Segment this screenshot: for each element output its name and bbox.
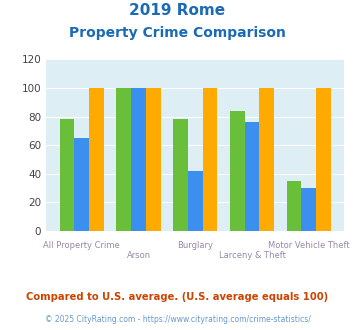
Bar xyxy=(245,122,260,231)
Bar xyxy=(301,188,316,231)
Legend: Rome, New York, National: Rome, New York, National xyxy=(50,326,340,330)
Bar xyxy=(230,111,245,231)
Text: Burglary: Burglary xyxy=(177,241,213,250)
Bar xyxy=(116,88,131,231)
Bar xyxy=(203,88,217,231)
Text: All Property Crime: All Property Crime xyxy=(43,241,120,250)
Bar xyxy=(89,88,104,231)
Bar xyxy=(260,88,274,231)
Bar xyxy=(131,88,146,231)
Bar xyxy=(146,88,161,231)
Bar xyxy=(316,88,331,231)
Bar xyxy=(173,119,188,231)
Text: Motor Vehicle Theft: Motor Vehicle Theft xyxy=(268,241,349,250)
Text: Larceny & Theft: Larceny & Theft xyxy=(219,251,285,260)
Text: 2019 Rome: 2019 Rome xyxy=(130,3,225,18)
Text: Property Crime Comparison: Property Crime Comparison xyxy=(69,26,286,40)
Bar xyxy=(60,119,75,231)
Text: © 2025 CityRating.com - https://www.cityrating.com/crime-statistics/: © 2025 CityRating.com - https://www.city… xyxy=(45,315,310,324)
Bar xyxy=(75,138,89,231)
Text: Arson: Arson xyxy=(126,251,151,260)
Bar xyxy=(188,171,203,231)
Text: Compared to U.S. average. (U.S. average equals 100): Compared to U.S. average. (U.S. average … xyxy=(26,292,329,302)
Bar xyxy=(286,181,301,231)
